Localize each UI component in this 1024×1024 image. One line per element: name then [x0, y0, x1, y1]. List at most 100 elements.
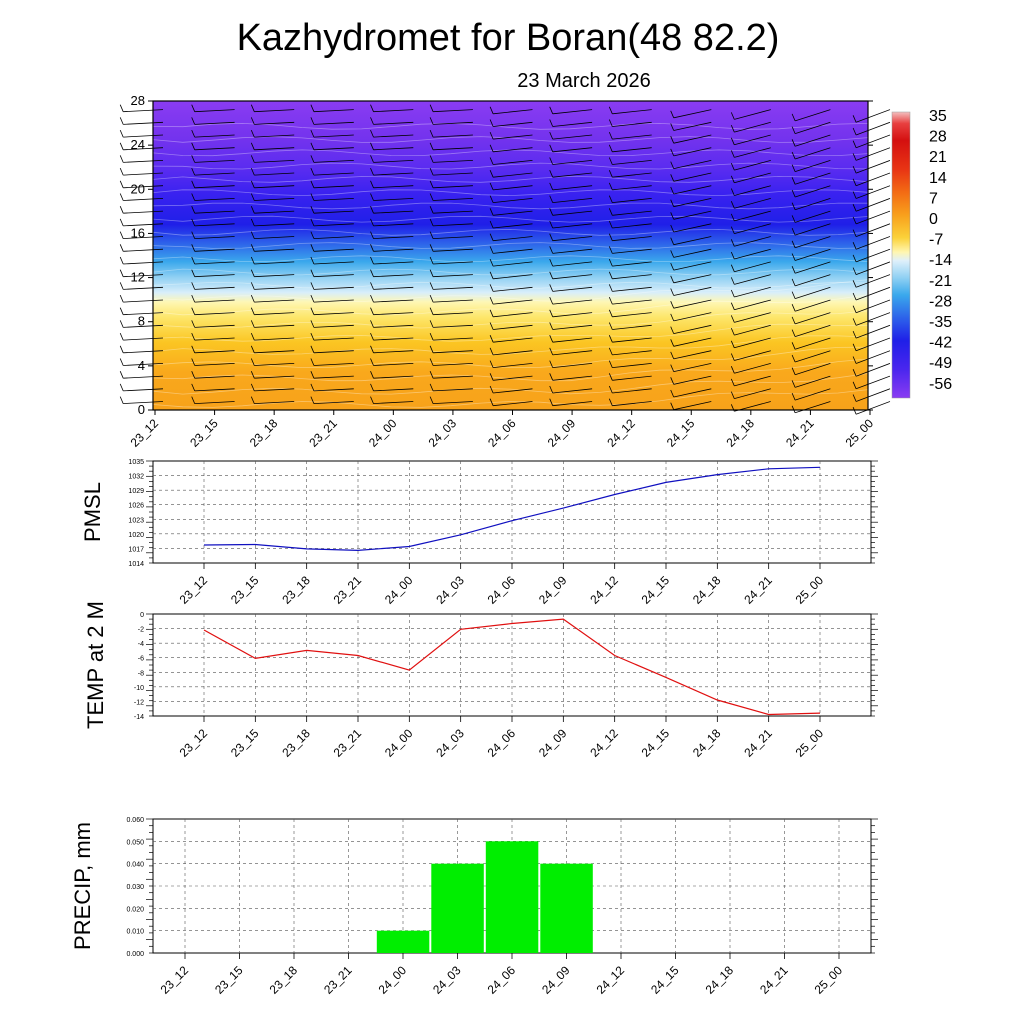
wind-barb-shaft — [373, 134, 414, 138]
wind-barb-flag — [670, 186, 675, 195]
colorbar-tick-label: 35 — [929, 108, 947, 125]
wind-barb-shaft — [123, 147, 164, 151]
wind-barb-flag — [310, 167, 315, 176]
wind-barb-flag — [191, 358, 196, 366]
wind-barb-shaft — [794, 337, 831, 350]
wind-barb-shaft — [493, 147, 533, 153]
wind-barb-shaft — [493, 274, 533, 280]
wind-barb-flag — [429, 282, 434, 290]
wind-barb-shaft — [794, 236, 831, 249]
wind-barb-shaft — [373, 286, 414, 290]
wind-barb-flag — [191, 345, 196, 353]
wind-barb-flag — [370, 117, 374, 125]
wind-barb-flag — [791, 304, 796, 312]
wind-barb-flag — [608, 373, 613, 381]
wind-barb-flag — [310, 320, 315, 328]
wind-barb-shaft — [612, 286, 652, 292]
pmsl-y-axis: 1014 1017 1020 1023 1026 1029 1032 1035 — [128, 459, 878, 568]
wind-barb-flag — [429, 117, 434, 125]
wind-barb-shaft — [794, 363, 831, 376]
wind-barb-flag — [310, 180, 315, 188]
wind-barb-flag — [670, 339, 675, 347]
wind-barb-shaft — [373, 337, 414, 341]
precip-x-axis: 23_12 23_15 23_18 23_21 24_00 24_03 24_06 24_09… — [158, 953, 845, 997]
temp-x-axis: 23_12 23_15 23_18 23_21 24_00 24_03 24_06 24_09… — [177, 716, 826, 760]
precip-bar — [376, 930, 430, 953]
colorbar-tick-label: -49 — [929, 355, 952, 372]
wind-barb-flag — [730, 137, 735, 145]
wind-barb-shaft — [855, 134, 891, 149]
wind-barb-shaft — [794, 299, 831, 312]
wind-barb-shaft — [493, 198, 533, 203]
wind-barb-flag — [250, 371, 255, 379]
wind-barb-flag — [429, 193, 434, 201]
wind-barb-flag — [852, 127, 857, 136]
precip-bar — [485, 841, 539, 953]
wind-barb-flag — [191, 269, 196, 277]
wind-barb-flag — [608, 233, 613, 241]
wind-barb-shaft — [673, 274, 712, 284]
xsec-x-tick-label: 24_12 — [604, 416, 638, 450]
precip-y-axis: 0.000 0.010 0.020 0.030 0.040 0.050 0.060 — [126, 817, 878, 958]
temp-x-tick-label: 24_12 — [587, 726, 621, 760]
colorbar-tick-label: 0 — [929, 211, 938, 228]
wind-barb-shaft — [612, 312, 652, 318]
wind-barb-flag — [489, 157, 494, 165]
wind-barb-shaft — [254, 134, 295, 138]
wind-barb-shaft — [552, 172, 593, 178]
xsec-contour-line — [152, 215, 869, 223]
xsec-y-tick-label: 8 — [138, 314, 145, 329]
wind-barb-shaft — [794, 350, 831, 363]
xsec-contour-line — [152, 335, 869, 355]
wind-barb-shaft — [855, 299, 891, 314]
wind-barb-shaft — [194, 274, 235, 278]
temp-y-tick-label: -2 — [138, 627, 144, 634]
wind-barb-flag — [370, 193, 374, 201]
wind-barb-shaft — [855, 248, 891, 263]
wind-barb-flag — [608, 271, 613, 279]
wind-barb-flag — [489, 106, 494, 114]
wind-barb-flag — [310, 307, 315, 315]
wind-barb-shaft — [433, 363, 473, 366]
wind-barb-shaft — [123, 299, 164, 303]
wind-barb-flag — [310, 193, 315, 201]
wind-barb-shaft — [433, 172, 473, 176]
wind-barb-shaft — [123, 134, 164, 138]
wind-barb-shaft — [855, 337, 891, 352]
wind-barb-shaft — [734, 147, 771, 158]
wind-barb-shaft — [794, 261, 831, 274]
wind-barb-shaft — [673, 185, 712, 195]
wind-barb-shaft — [794, 388, 831, 401]
wind-barb-flag — [370, 396, 374, 404]
wind-barb-flag — [549, 144, 554, 152]
wind-barb-shaft — [552, 375, 593, 381]
wind-barb-flag — [791, 329, 796, 337]
wind-barb-shaft — [194, 223, 235, 227]
wind-barb-shaft — [373, 198, 414, 201]
xsec-contour-line — [152, 310, 869, 329]
wind-barb-flag — [549, 119, 554, 127]
wind-barb-shaft — [254, 172, 295, 176]
cross-section-frame — [152, 100, 869, 411]
wind-barb-shaft — [254, 312, 295, 316]
wind-barb-shaft — [254, 109, 295, 113]
wind-barb-shaft — [855, 210, 891, 225]
wind-barb-shaft — [552, 223, 593, 229]
wind-barb-flag — [310, 142, 315, 150]
wind-barb-flag — [429, 155, 434, 163]
wind-barb-flag — [489, 335, 494, 343]
wind-barb-flag — [191, 371, 196, 379]
wind-barb-flag — [370, 256, 374, 265]
wind-barb-flag — [608, 284, 613, 292]
wind-barb-shaft — [673, 261, 712, 271]
wind-barb-shaft — [673, 363, 712, 372]
wind-barb-flag — [852, 140, 857, 148]
wind-barb-shaft — [373, 210, 414, 214]
temp-x-tick-label: 23_18 — [279, 726, 313, 760]
wind-barb-shaft — [612, 236, 652, 242]
wind-barb-shaft — [673, 210, 712, 220]
wind-barb-shaft — [313, 388, 354, 392]
wind-barb-shaft — [123, 312, 164, 316]
xsec-x-tick-label: 23_15 — [187, 416, 221, 450]
wind-barb-flag — [310, 117, 315, 125]
